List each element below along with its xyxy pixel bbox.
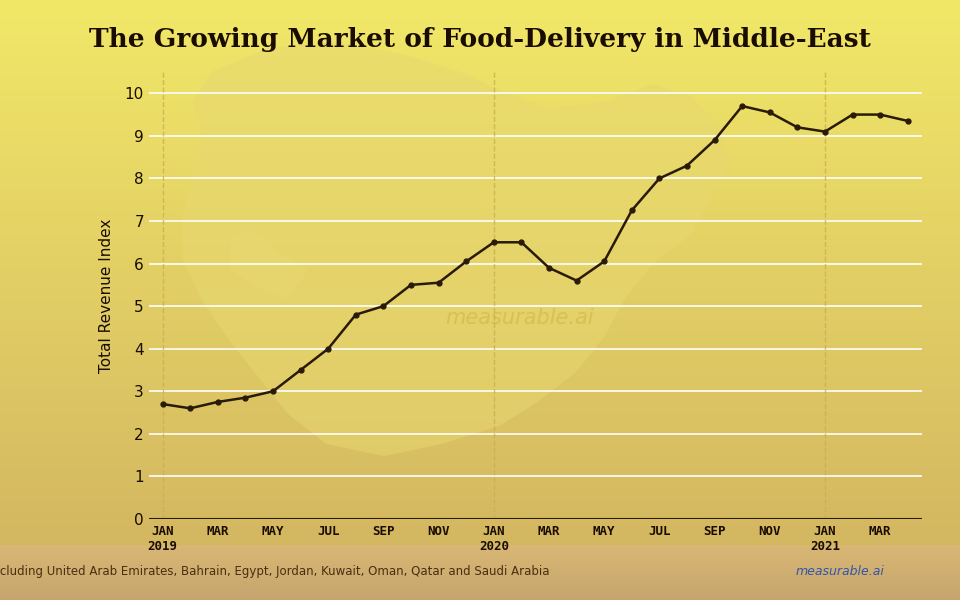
Y-axis label: Total Revenue Index: Total Revenue Index [99, 218, 113, 373]
Text: Including United Arab Emirates, Bahrain, Egypt, Jordan, Kuwait, Oman, Qatar and : Including United Arab Emirates, Bahrain,… [0, 565, 549, 578]
Polygon shape [230, 228, 307, 300]
Polygon shape [182, 42, 730, 456]
Text: The Growing Market of Food-Delivery in Middle-East: The Growing Market of Food-Delivery in M… [89, 26, 871, 52]
Text: measurable.ai: measurable.ai [445, 308, 594, 328]
Text: measurable.ai: measurable.ai [796, 565, 884, 578]
